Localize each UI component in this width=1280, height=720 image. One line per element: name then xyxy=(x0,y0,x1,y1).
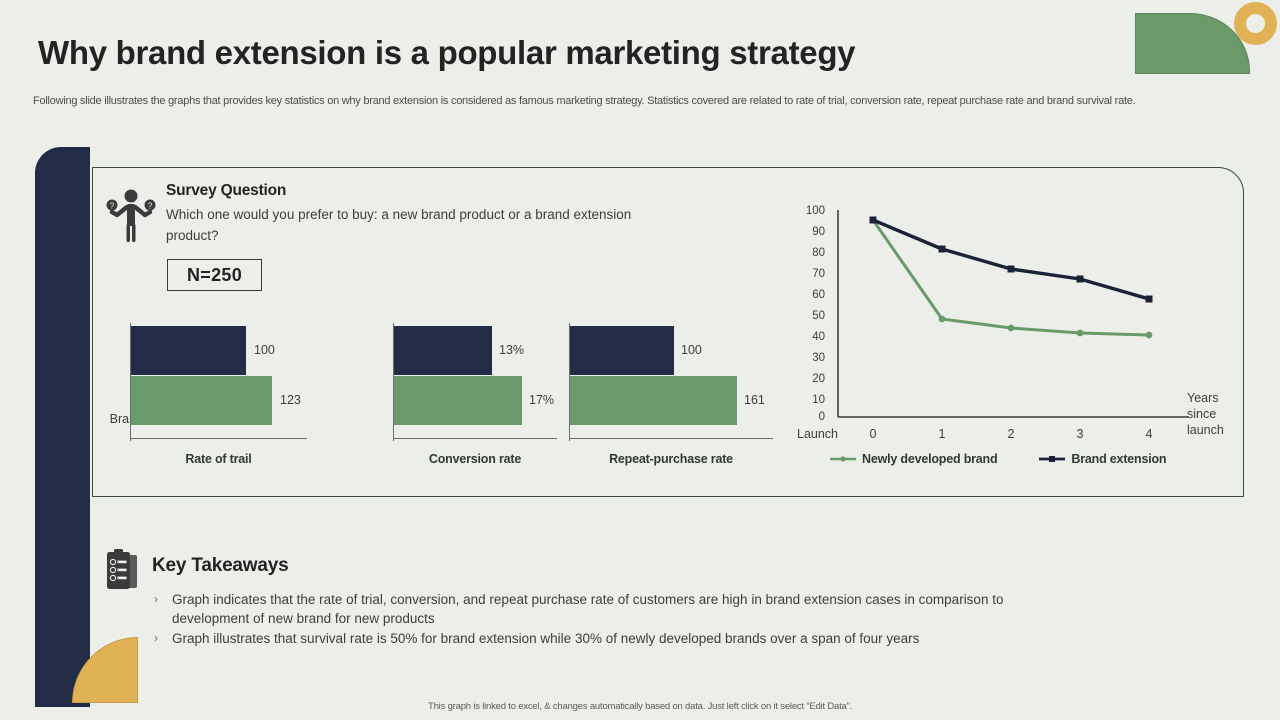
legend-marker-square-icon xyxy=(1039,456,1066,462)
ytick-60: 60 xyxy=(812,289,825,301)
sample-size-box: N=250 xyxy=(167,259,262,291)
line-chart-legend: Newly developed brand Brand extension xyxy=(830,452,1167,466)
bar-new-brand xyxy=(570,326,674,375)
ytick-0: 0 xyxy=(818,411,825,423)
page-subtitle: Following slide illustrates the graphs t… xyxy=(33,95,1136,107)
bar-value-new-brand: 13% xyxy=(499,343,525,357)
survey-question-text: Which one would you prefer to buy: a new… xyxy=(166,207,632,243)
survey-title: Survey Question xyxy=(166,182,287,199)
bar-value-brand-extension: 123 xyxy=(280,393,301,407)
bar-value-brand-extension: 161 xyxy=(744,393,765,407)
bar-value-brand-extension: 17% xyxy=(529,393,555,407)
list-item-text: Graph illustrates that survival rate is … xyxy=(172,631,920,646)
bar-axis-horizontal xyxy=(569,437,773,439)
line-chart-plot xyxy=(837,210,1189,418)
xtick-4: 4 xyxy=(1145,427,1153,441)
key-takeaways-title: Key Takeaways xyxy=(152,555,289,576)
legend-item-brand-extension: Brand extension xyxy=(1039,452,1167,466)
page-title: Why brand extension is a popular marketi… xyxy=(38,34,856,71)
x-axis-title: Years since launch xyxy=(1187,391,1224,437)
legend-label: Newly developed brand xyxy=(862,452,998,466)
ytick-10: 10 xyxy=(812,394,825,406)
bullet-chevron-icon: › xyxy=(154,592,158,606)
legend-label: Brand extension xyxy=(1071,452,1167,466)
bar-brand-extension xyxy=(131,376,272,425)
bar-axis-horizontal xyxy=(130,437,307,439)
navy-sidebar-accent xyxy=(35,147,90,707)
bar-axis-vertical xyxy=(569,323,571,441)
bar-category-title: Rate of trail xyxy=(185,452,252,466)
bullet-chevron-icon: › xyxy=(154,631,158,645)
ytick-80: 80 xyxy=(812,247,825,259)
bar-new-brand xyxy=(131,326,246,375)
legend-item-newly-developed-brand: Newly developed brand xyxy=(830,452,998,466)
list-item: › Graph illustrates that survival rate i… xyxy=(152,629,1072,648)
ytick-90: 90 xyxy=(812,226,825,238)
clipboard-checklist-icon xyxy=(107,549,137,589)
xtick-2: 2 xyxy=(1007,427,1015,441)
bar-brand-extension xyxy=(570,376,737,425)
ytick-70: 70 xyxy=(812,268,825,280)
green-header-shape xyxy=(1135,13,1250,74)
legend-marker-circle-icon xyxy=(830,456,856,462)
ytick-20: 20 xyxy=(812,373,825,385)
ytick-30: 30 xyxy=(812,352,825,364)
bar-category-title: Conversion rate xyxy=(428,452,522,466)
sample-size-value: N=250 xyxy=(186,264,243,285)
svg-text:?: ? xyxy=(110,201,115,210)
survival-rate-line-chart: 100 90 80 70 60 50 40 30 20 10 0 xyxy=(795,200,1235,450)
list-item-text: Graph indicates that the rate of trial, … xyxy=(172,592,1004,626)
ytick-40: 40 xyxy=(812,331,825,343)
bar-chart-repeat-purchase-rate: 100 161 Repeat-purchase rate xyxy=(569,318,783,466)
bar-value-new-brand: 100 xyxy=(681,343,702,357)
bar-category-title: Repeat-purchase rate xyxy=(609,452,733,466)
xtick-3: 3 xyxy=(1076,427,1084,441)
bar-chart-rate-of-trail: 100 123 Rate of trail xyxy=(130,318,380,466)
bar-value-new-brand: 100 xyxy=(254,343,275,357)
gold-ring-shape xyxy=(1234,2,1277,45)
bar-axis-vertical xyxy=(130,323,132,441)
bar-new-brand xyxy=(394,326,492,375)
bar-axis-vertical xyxy=(393,323,395,441)
bar-brand-extension xyxy=(394,376,522,425)
ytick-100: 100 xyxy=(805,205,825,217)
person-question-icon: ? ? xyxy=(106,189,156,242)
svg-text:?: ? xyxy=(148,201,153,210)
bar-chart-conversion-rate: 13% 17% Conversion rate xyxy=(393,318,565,466)
bar-axis-horizontal xyxy=(393,437,557,439)
xtick-1: 1 xyxy=(938,427,946,441)
x-axis-origin-label: Launch xyxy=(797,427,839,441)
ytick-50: 50 xyxy=(812,310,825,322)
key-takeaways-list: › Graph indicates that the rate of trial… xyxy=(152,590,1072,649)
xtick-0: 0 xyxy=(869,427,877,441)
charts-panel xyxy=(92,167,1244,497)
list-item: › Graph indicates that the rate of trial… xyxy=(152,590,1072,628)
footer-note: This graph is linked to excel, & changes… xyxy=(428,701,852,712)
